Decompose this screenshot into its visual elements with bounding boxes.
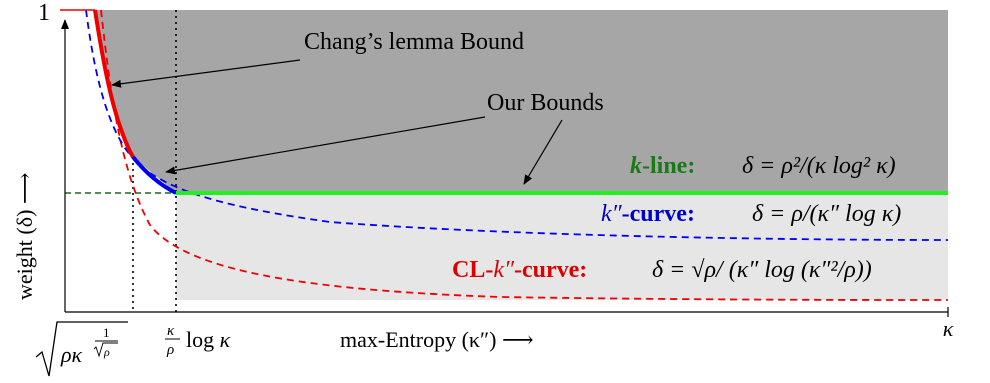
cl-curve-label: CL-k″-curve: bbox=[452, 257, 587, 283]
k2-curve-label: k″-curve: bbox=[601, 201, 695, 227]
svg-text:ρ: ρ bbox=[103, 345, 110, 359]
our-bounds-label: Our Bounds bbox=[487, 90, 604, 116]
k-line-var: k bbox=[630, 153, 642, 179]
k-line-name: -line: bbox=[642, 153, 695, 179]
light-region bbox=[176, 193, 948, 300]
y-axis-label: weight (δ) ⟶ bbox=[12, 173, 37, 300]
y-top-tick-label: 1 bbox=[38, 0, 50, 26]
chang-arrow bbox=[111, 59, 301, 88]
x-tick-1-label: ρκ 1 ρ bbox=[35, 321, 128, 377]
cl-curve-var: k″ bbox=[493, 257, 515, 283]
x-end-tick-label: κ bbox=[943, 316, 954, 341]
chang-label: Chang’s lemma Bound bbox=[304, 29, 524, 55]
cl-curve-formula: δ = √ρ/ (κ″ log (κ″²/ρ)) bbox=[652, 257, 872, 283]
cl-curve-prefix: CL- bbox=[452, 257, 493, 283]
x-tick-2-label: κ ρ log κ bbox=[165, 323, 231, 358]
svg-text:ρ: ρ bbox=[166, 342, 174, 358]
svg-text:κ: κ bbox=[167, 323, 175, 339]
our-bounds-arrow-2 bbox=[523, 119, 563, 185]
cl-curve-name: -curve: bbox=[514, 257, 587, 283]
cl-curve bbox=[100, 9, 949, 301]
chang-bound-solid bbox=[93, 9, 135, 159]
k-line-formula: δ = ρ²/(κ log² κ) bbox=[742, 153, 896, 179]
x-axis-label: max-Entropy (κ″) ⟶ bbox=[340, 327, 534, 352]
k2-curve-formula: δ = ρ/(κ″ log κ) bbox=[752, 201, 901, 227]
svg-text:1: 1 bbox=[103, 325, 110, 340]
svg-text:log κ: log κ bbox=[186, 327, 231, 352]
k-line-label: k-line: bbox=[630, 153, 695, 179]
our-bounds-arrow-1 bbox=[165, 116, 486, 175]
k2-curve-name: -curve: bbox=[622, 201, 695, 227]
k2-curve-var: k″ bbox=[601, 201, 623, 227]
our-bound-solid bbox=[131, 155, 177, 195]
k2-curve bbox=[85, 9, 949, 241]
svg-text:ρκ: ρκ bbox=[60, 342, 83, 367]
